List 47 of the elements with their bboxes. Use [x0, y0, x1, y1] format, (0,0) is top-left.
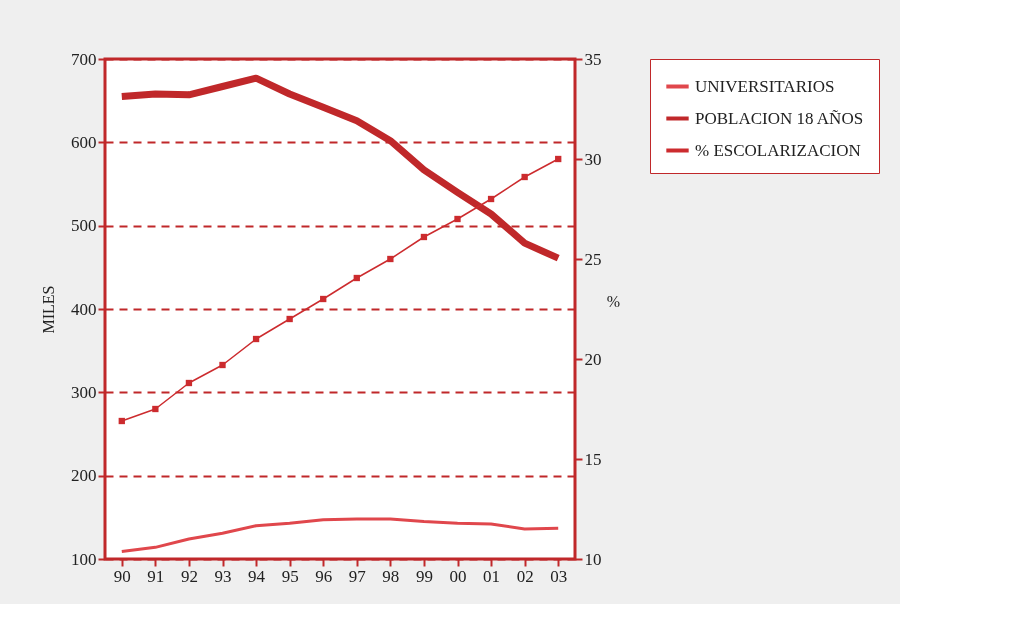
point: [286, 315, 293, 323]
point: [353, 274, 360, 282]
y-tick-label: 600: [71, 132, 97, 152]
point: [487, 195, 495, 203]
legend-label: POBLACION 18 AÑOS: [695, 108, 864, 128]
point: [454, 215, 461, 223]
x-tick-label: 90: [113, 566, 131, 586]
x-tick-label: 96: [315, 566, 333, 586]
legend-label: UNIVERSITARIOS: [695, 76, 835, 96]
line-series: [120, 517, 560, 553]
x-tick-label: 94: [248, 566, 266, 586]
point: [152, 405, 159, 413]
y2-tick-label: 25: [584, 249, 602, 269]
point: [219, 361, 226, 369]
y2-tick-label: 30: [584, 149, 602, 169]
y-axis-title: MILES: [40, 285, 57, 334]
point: [185, 379, 193, 387]
y2-axis-title: %: [606, 292, 621, 310]
point: [555, 155, 562, 163]
legend-label: % ESCOLARIZACION: [695, 140, 861, 160]
x-tick-label: 00: [449, 566, 467, 586]
x-tick-label: 03: [550, 566, 568, 586]
y2-tick-label: 10: [584, 549, 602, 569]
y-tick-label: 500: [71, 216, 97, 236]
point: [420, 233, 428, 241]
y-tick-label: 100: [71, 549, 97, 569]
x-tick-label: 98: [382, 566, 400, 586]
y-tick-label: 700: [71, 49, 97, 69]
x-tick-label: 93: [214, 566, 232, 586]
point: [521, 173, 528, 181]
point: [118, 417, 125, 425]
point: [320, 295, 327, 303]
y2-tick-label: 15: [584, 449, 602, 469]
x-tick-label: 97: [348, 566, 367, 586]
y-tick-label: 200: [71, 466, 97, 486]
x-tick-label: 92: [180, 566, 198, 586]
point: [387, 255, 394, 263]
y2-tick-label: 20: [584, 349, 602, 369]
x-tick-label: 95: [281, 566, 299, 586]
y-tick-label: 300: [71, 382, 97, 402]
y2-tick-label: 35: [584, 49, 602, 69]
x-tick-label: 02: [516, 566, 534, 586]
point: [252, 335, 260, 343]
x-tick-label: 01: [483, 566, 501, 586]
x-tick-label: 91: [147, 566, 165, 586]
y-tick-label: 400: [71, 299, 97, 319]
x-tick-label: 99: [415, 566, 433, 586]
